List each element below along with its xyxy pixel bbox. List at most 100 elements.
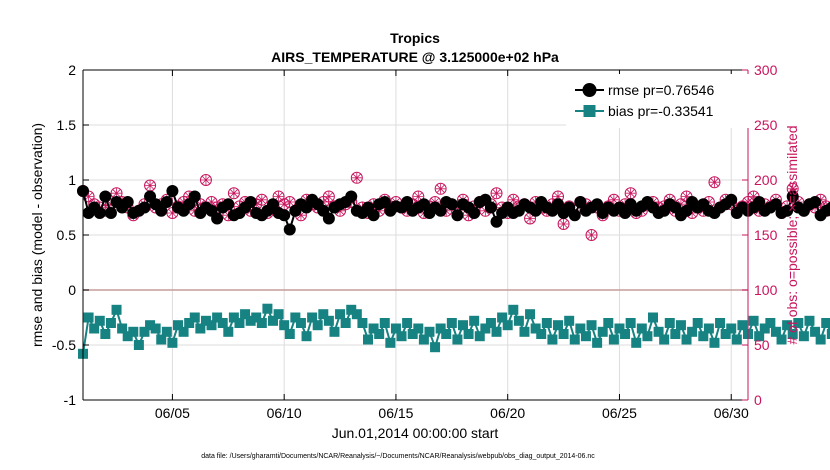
- rmse-point: [568, 209, 581, 222]
- bias-point: [782, 320, 793, 331]
- x-tick-label: 06/15: [378, 405, 413, 421]
- y-tick-label-right: 0: [754, 392, 762, 408]
- chart-subtitle: AIRS_TEMPERATURE @ 3.125000e+02 hPa: [271, 49, 559, 65]
- obs-assimilated-marker: [284, 197, 295, 207]
- footnote: data file: /Users/gharamti/Documents/NCA…: [201, 453, 595, 460]
- axes-layer: 06/05 06/10 06/15 06/20 06/25 06/30 -1 -0.5 0 0.5…: [52, 62, 778, 421]
- bias-point: [592, 337, 603, 348]
- obs-assimilated-marker: [83, 191, 94, 202]
- bias-point: [452, 334, 463, 345]
- bias-point: [234, 318, 245, 328]
- bias-point: [558, 329, 569, 339]
- bias-point: [295, 318, 306, 328]
- rmse-point: [138, 201, 151, 214]
- bias-point: [94, 315, 105, 326]
- rmse-point: [781, 204, 794, 217]
- x-tick-label: 06/25: [602, 405, 637, 421]
- x-axis-label: Jun.01,2014 00:00:00 start: [332, 425, 499, 441]
- bias-point: [502, 320, 513, 331]
- rmse-point: [417, 198, 430, 211]
- obs-assimilated-marker: [251, 199, 262, 210]
- rmse-point: [574, 196, 587, 208]
- rmse-point: [211, 212, 224, 225]
- bias-point: [363, 334, 373, 345]
- bias-point: [228, 312, 239, 323]
- bias-point: [390, 323, 401, 334]
- bias-point: [161, 326, 172, 337]
- bias-point: [245, 315, 256, 326]
- bias-point: [173, 320, 183, 331]
- bias-point: [765, 318, 776, 328]
- obs-possible-marker: [708, 176, 721, 189]
- rmse-point: [244, 196, 257, 208]
- legend-box: [566, 74, 754, 128]
- y-tick-label-right: 50: [754, 337, 770, 353]
- bias-point: [312, 320, 323, 331]
- bias-point: [184, 318, 195, 328]
- rmse-point: [222, 198, 235, 211]
- rmse-point: [484, 201, 497, 214]
- rmse-point: [809, 196, 822, 208]
- rmse-point: [490, 215, 503, 228]
- rmse-point: [786, 190, 799, 203]
- bias-point: [815, 334, 826, 345]
- bias-point: [597, 326, 608, 337]
- bias-point: [318, 309, 329, 320]
- bias-point: [307, 312, 318, 323]
- bias-point: [580, 331, 591, 342]
- obs-assimilated-marker: [111, 188, 122, 199]
- obs-assimilated-marker: [273, 191, 284, 202]
- bias-point: [100, 329, 111, 339]
- bias-point: [575, 323, 586, 334]
- rmse-point: [267, 198, 279, 211]
- obs-assimilated-marker: [703, 197, 714, 207]
- bias-point: [396, 331, 407, 342]
- obs-possible-marker: [585, 229, 598, 241]
- bias-point: [402, 318, 413, 328]
- obs-assimilated-marker: [491, 188, 502, 199]
- y-tick-label-right: 250: [754, 117, 778, 133]
- bias-point: [614, 323, 625, 334]
- obs-assimilated-marker: [435, 183, 446, 194]
- obs-possible-marker: [199, 174, 212, 186]
- bias-point: [726, 323, 737, 334]
- obs-assimilated-marker: [351, 172, 362, 183]
- obs-possible-marker: [490, 187, 503, 200]
- bias-point: [810, 326, 821, 337]
- bias-point: [122, 331, 133, 342]
- obs-assimilated-marker: [625, 188, 636, 199]
- rmse-point: [680, 204, 693, 217]
- y-axis-label: rmse and bias (model - observation): [29, 123, 45, 347]
- obs-assimilated-marker: [525, 213, 536, 224]
- bias-point: [189, 312, 200, 323]
- obs-assimilated-marker: [189, 205, 200, 216]
- bias-point: [217, 318, 228, 328]
- bias-point: [111, 304, 122, 315]
- obs-assimilated-marker: [145, 180, 156, 191]
- bias-point: [284, 329, 295, 339]
- bias-point: [519, 326, 530, 337]
- bias-point: [564, 315, 575, 326]
- bias-point: [374, 329, 385, 339]
- obs-assimilated-marker: [323, 191, 334, 202]
- rmse-point: [155, 204, 168, 217]
- obs-assimilated-marker: [508, 194, 519, 205]
- bias-point: [474, 331, 485, 342]
- rmse-point: [725, 193, 738, 206]
- y-tick-label: 2: [68, 62, 76, 78]
- bias-point: [385, 337, 396, 348]
- bias-point: [458, 320, 468, 331]
- bias-point: [485, 318, 496, 328]
- bias-point: [525, 309, 536, 320]
- bias-point: [770, 326, 781, 337]
- x-tick-label: 06/20: [490, 405, 525, 421]
- rmse-point: [166, 185, 179, 197]
- rmse-point: [401, 196, 414, 208]
- rmse-point: [278, 209, 291, 222]
- rmse-point: [468, 207, 481, 219]
- x-tick-label: 06/30: [714, 405, 749, 421]
- bias-point: [441, 329, 452, 339]
- bias-point: [731, 334, 742, 345]
- obs-assimilated-marker: [675, 199, 686, 210]
- y-axis-right-label: # of obs: o=possible; ×=assimilated: [784, 125, 800, 344]
